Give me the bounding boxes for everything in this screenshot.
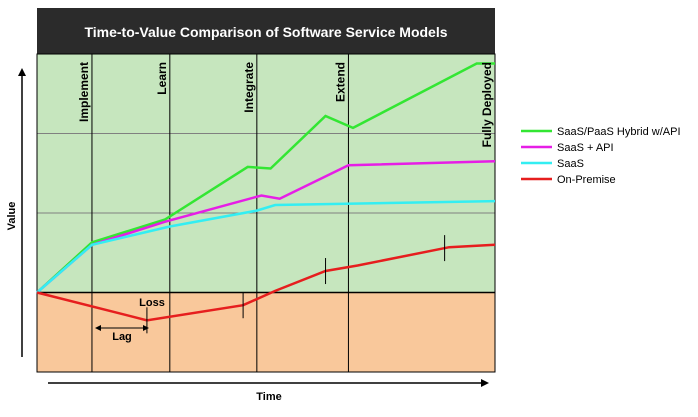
milestone-ticks — [146, 235, 446, 334]
phase-label-fully-deployed: Fully Deployed — [480, 62, 494, 147]
phase-lines — [91, 54, 349, 372]
lag-annotation: Lag — [112, 331, 132, 343]
plot-frame — [36, 53, 496, 373]
series-line-saas-paas-hybrid-w-api — [36, 62, 495, 294]
legend-label: SaaS/PaaS Hybrid w/API — [557, 126, 681, 138]
phase-label-extend: Extend — [333, 62, 347, 102]
legend-label: On-Premise — [557, 174, 616, 186]
chart-title: Time-to-Value Comparison of Software Ser… — [84, 24, 447, 40]
chart-title-bar — [37, 8, 495, 54]
phase-labels: Implement Learn Integrate Extend Fully Deplo… — [77, 62, 494, 148]
series-line-saas — [36, 199, 496, 294]
legend-label: SaaS — [557, 158, 584, 170]
y-axis-label: Value — [6, 202, 18, 231]
legend: SaaS/PaaS Hybrid w/API SaaS + API SaaS On-P… — [521, 126, 681, 186]
loss-annotation: Loss — [139, 297, 165, 309]
grid-layer — [37, 133, 495, 214]
x-axis-label: Time — [256, 391, 281, 403]
legend-label: SaaS + API — [557, 142, 614, 154]
phase-label-integrate: Integrate — [242, 62, 256, 113]
loss-region — [37, 292, 495, 372]
phase-label-implement: Implement — [77, 62, 91, 122]
series-layer — [36, 62, 496, 322]
phase-label-learn: Learn — [155, 62, 169, 95]
series-line-on-premise — [36, 243, 496, 322]
